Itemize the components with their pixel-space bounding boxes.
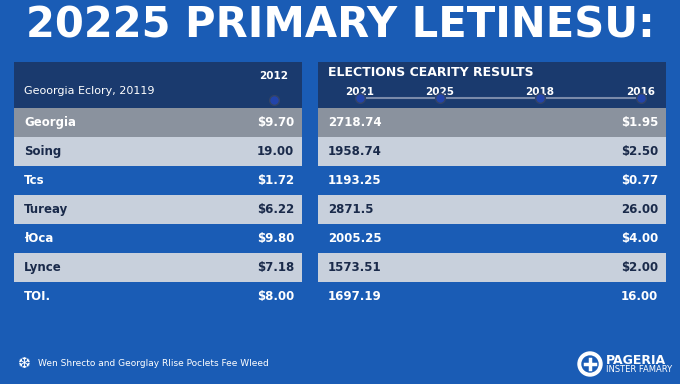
Text: $9.70: $9.70: [257, 116, 294, 129]
FancyBboxPatch shape: [318, 224, 666, 253]
Text: ❆: ❆: [18, 356, 31, 371]
FancyBboxPatch shape: [14, 166, 302, 195]
Circle shape: [582, 356, 598, 372]
Text: $8.00: $8.00: [257, 290, 294, 303]
Text: $2.50: $2.50: [621, 145, 658, 158]
Text: ELECTIONS CEARITY RESULTS: ELECTIONS CEARITY RESULTS: [328, 66, 534, 78]
FancyBboxPatch shape: [318, 166, 666, 195]
Text: $9.80: $9.80: [256, 232, 294, 245]
Text: 2871.5: 2871.5: [328, 203, 373, 216]
FancyBboxPatch shape: [318, 195, 666, 224]
Text: Georgia: Georgia: [24, 116, 76, 129]
Text: INSTER FAMARY: INSTER FAMARY: [606, 364, 672, 374]
FancyBboxPatch shape: [14, 224, 302, 253]
Text: 2018: 2018: [526, 87, 554, 97]
Circle shape: [578, 352, 602, 376]
Text: Wen Shrecto and Georglay Rlise Poclets Fee Wleed: Wen Shrecto and Georglay Rlise Poclets F…: [38, 359, 269, 369]
Text: Lynce: Lynce: [24, 261, 62, 274]
Text: 1573.51: 1573.51: [328, 261, 381, 274]
Text: 1193.25: 1193.25: [328, 174, 381, 187]
FancyBboxPatch shape: [318, 108, 666, 137]
Text: łOca: łOca: [24, 232, 53, 245]
Text: 2021: 2021: [345, 87, 375, 97]
Text: 20225 PRIMARY LETINESU:: 20225 PRIMARY LETINESU:: [26, 5, 654, 47]
FancyBboxPatch shape: [14, 282, 302, 311]
Text: $6.22: $6.22: [257, 203, 294, 216]
Text: 2005.25: 2005.25: [328, 232, 381, 245]
Text: $4.00: $4.00: [621, 232, 658, 245]
Text: Soing: Soing: [24, 145, 61, 158]
Text: 2016: 2016: [626, 87, 656, 97]
Text: 1958.74: 1958.74: [328, 145, 382, 158]
Text: PAGERIA: PAGERIA: [606, 354, 666, 366]
Text: 2718.74: 2718.74: [328, 116, 381, 129]
Text: 1697.19: 1697.19: [328, 290, 381, 303]
FancyBboxPatch shape: [14, 137, 302, 166]
Text: $0.77: $0.77: [621, 174, 658, 187]
Text: $1.95: $1.95: [621, 116, 658, 129]
FancyBboxPatch shape: [318, 253, 666, 282]
FancyBboxPatch shape: [318, 282, 666, 311]
Text: Tureay: Tureay: [24, 203, 68, 216]
Text: TOI.: TOI.: [24, 290, 51, 303]
Text: Geoorgia Eclory, 20119: Geoorgia Eclory, 20119: [24, 86, 154, 96]
FancyBboxPatch shape: [14, 108, 302, 137]
Text: 16.00: 16.00: [621, 290, 658, 303]
FancyBboxPatch shape: [318, 62, 666, 108]
Text: $1.72: $1.72: [257, 174, 294, 187]
Text: 2012: 2012: [260, 71, 288, 81]
Text: $7.18: $7.18: [257, 261, 294, 274]
FancyBboxPatch shape: [14, 253, 302, 282]
FancyBboxPatch shape: [14, 62, 302, 108]
Text: 26.00: 26.00: [621, 203, 658, 216]
Text: 2025: 2025: [426, 87, 454, 97]
FancyBboxPatch shape: [318, 137, 666, 166]
FancyBboxPatch shape: [14, 195, 302, 224]
Text: Tcs: Tcs: [24, 174, 45, 187]
Text: 19.00: 19.00: [257, 145, 294, 158]
Text: $2.00: $2.00: [621, 261, 658, 274]
